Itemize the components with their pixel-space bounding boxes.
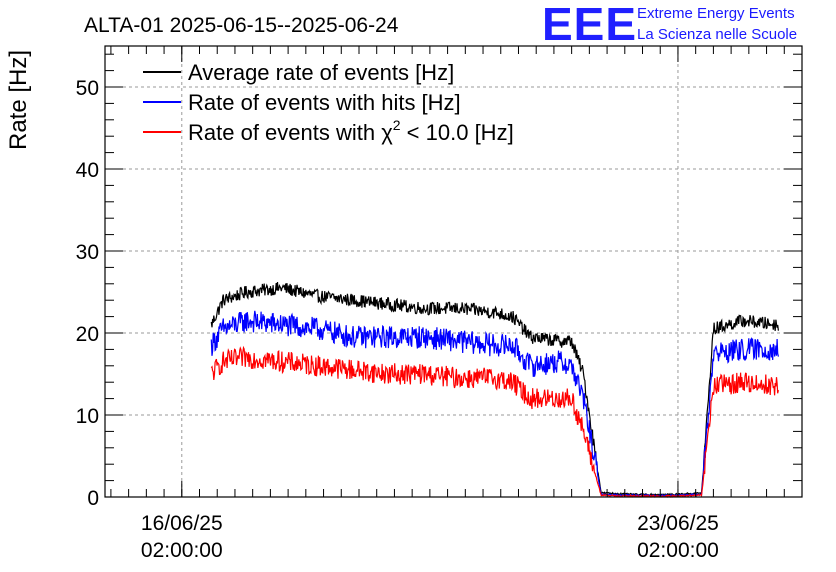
y-tick-label: 20 [76, 323, 99, 346]
legend-label-part: < 10.0 [Hz] [401, 120, 514, 145]
series-line-2 [210, 345, 779, 499]
legend-label-2: Rate of events with χ2 < 10.0 [Hz] [188, 117, 514, 145]
x-tick-label-time: 02:00:00 [637, 539, 719, 562]
eee-logo-line2: La Scienza nelle Scuole [637, 26, 797, 43]
plot-frame [104, 45, 803, 498]
legend-label-1: Rate of events with hits [Hz] [188, 90, 461, 115]
series-line-0 [210, 282, 779, 497]
x-tick-label-date: 16/06/25 [141, 512, 223, 535]
y-tick-label: 30 [76, 241, 99, 264]
eee-logo: EEE Extreme Energy Events La Scienza nel… [542, 0, 797, 50]
legend-label-part: Rate of events with χ [188, 120, 393, 145]
eee-logo-mark: EEE [542, 0, 637, 50]
y-tick-label: 50 [76, 77, 99, 100]
y-tick-label: 40 [76, 159, 99, 182]
series-layer [210, 282, 779, 499]
grid [105, 46, 802, 497]
chart-title: ALTA-01 2025-06-15--2025-06-24 [84, 14, 399, 37]
y-tick-label: 10 [76, 405, 99, 428]
x-tick-label-date: 23/06/25 [637, 512, 719, 535]
y-tick-label: 0 [87, 487, 99, 510]
legend: Average rate of events [Hz] Rate of event… [143, 60, 514, 145]
legend-label-0: Average rate of events [Hz] [188, 60, 454, 85]
eee-logo-line1: Extreme Energy Events [637, 5, 795, 22]
x-tick-label-time: 02:00:00 [141, 539, 223, 562]
axes: 0 10 20 30 40 50 16/06/25 02:00:00 23/06/25 02:00… [76, 45, 803, 562]
y-axis-label: Rate [Hz] [5, 50, 32, 150]
legend-label-superscript: 2 [393, 117, 401, 133]
series-line-1 [210, 310, 779, 498]
